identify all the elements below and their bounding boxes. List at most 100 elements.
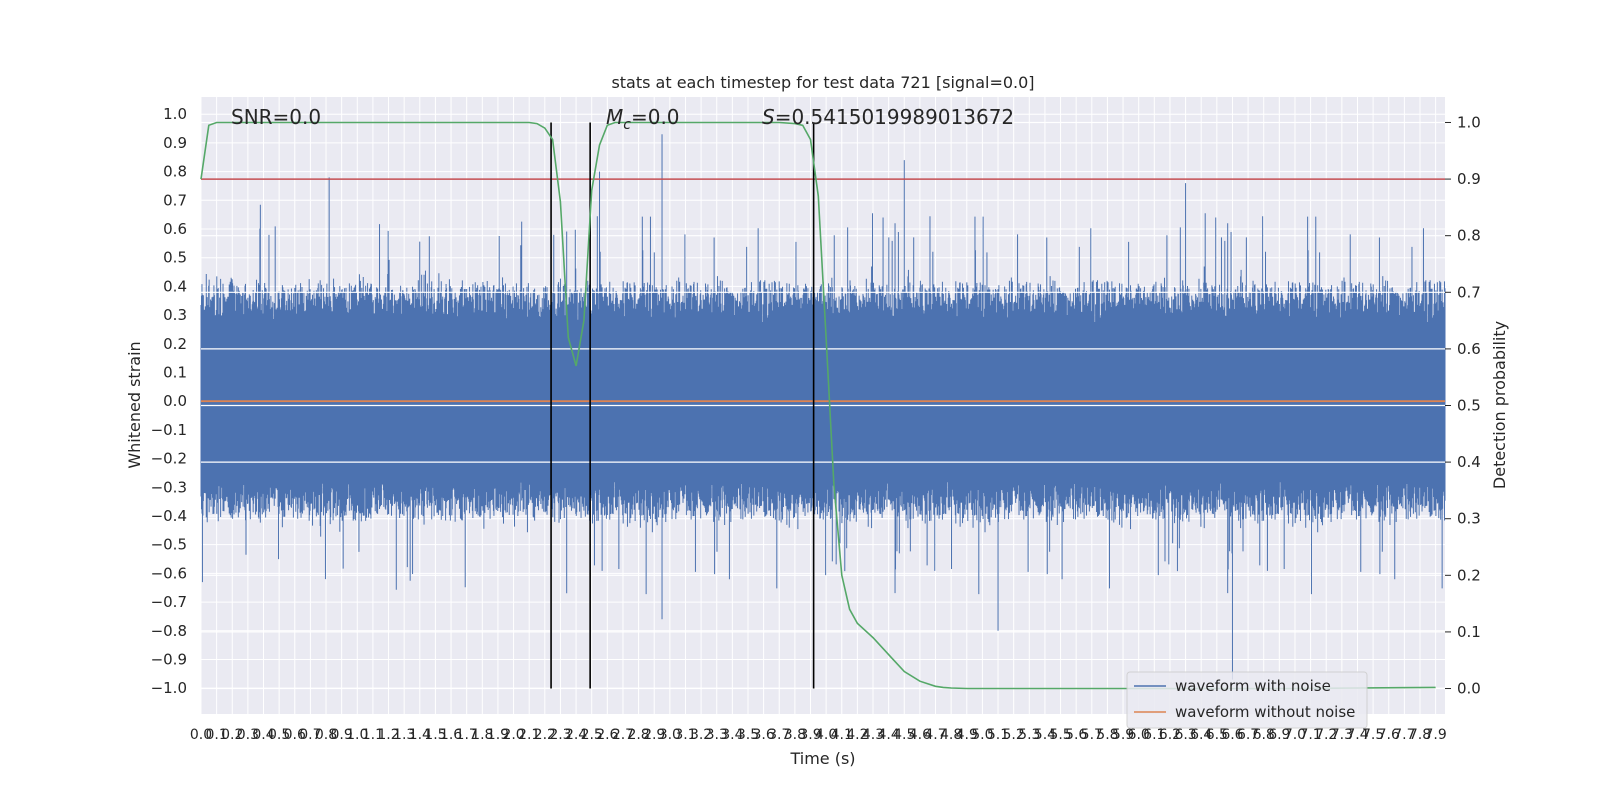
y-tick-label: 0.8	[163, 163, 187, 181]
x-tick-label: 5.9	[1112, 727, 1134, 743]
legend-frame	[1126, 671, 1368, 729]
x-tick-label: 0.1	[205, 727, 227, 743]
x-tick-label: 5.4	[1034, 727, 1056, 743]
y2-tick-label: 0.1	[1457, 623, 1481, 641]
x-tick-label: 0.6	[284, 727, 306, 743]
x-tick-label: 7.3	[1331, 727, 1353, 743]
chirp-mass-annotation: Mc=0.0	[606, 105, 680, 133]
x-tick-label: 1.0	[346, 727, 368, 743]
x-tick-label: 0.7	[299, 727, 321, 743]
x-tick-labels: 0.00.10.20.30.40.50.60.70.80.91.01.11.21…	[190, 727, 1447, 743]
x-tick-label: 4.3	[862, 727, 884, 743]
x-tick-label: 7.7	[1393, 727, 1415, 743]
x-tick-label: 3.5	[737, 727, 759, 743]
x-tick-label: 4.9	[956, 727, 978, 743]
x-tick-label: 1.9	[487, 727, 509, 743]
x-tick-label: 2.4	[565, 727, 587, 743]
y-tick-label: −0.4	[151, 507, 187, 525]
x-tick-label: 2.6	[596, 727, 618, 743]
y2-tick-label: 0.6	[1457, 340, 1481, 358]
y-tick-label: −0.3	[151, 478, 187, 496]
chart-title: stats at each timestep for test data 721…	[611, 73, 1034, 92]
x-tick-label: 6.7	[1237, 727, 1259, 743]
legend-label-clean: waveform without noise	[1175, 703, 1355, 721]
y-tick-label: 0.0	[163, 392, 187, 410]
x-tick-label: 1.8	[471, 727, 493, 743]
x-tick-label: 7.9	[1424, 727, 1446, 743]
y-tick-label: −1.0	[151, 679, 187, 697]
x-tick-label: 1.4	[409, 727, 431, 743]
x-tick-label: 0.4	[252, 727, 274, 743]
x-tick-label: 0.9	[331, 727, 353, 743]
legend-label-noise: waveform with noise	[1175, 677, 1331, 695]
x-tick-label: 7.1	[1299, 727, 1321, 743]
y2-axis-label: Detection probability	[1490, 321, 1509, 489]
overlay-layer	[200, 121, 1445, 690]
y-tick-label: 0.6	[163, 220, 187, 238]
x-tick-label: 3.4	[721, 727, 743, 743]
x-tick-label: 1.1	[362, 727, 384, 743]
x-tick-label: 6.9	[1268, 727, 1290, 743]
x-tick-label: 1.6	[440, 727, 462, 743]
x-tick-label: 6.8	[1253, 727, 1275, 743]
x-axis-label: Time (s)	[789, 749, 855, 768]
x-tick-label: 4.0	[815, 727, 837, 743]
x-tick-label: 2.1	[518, 727, 540, 743]
y2-tick-label: 0.0	[1457, 680, 1481, 698]
y-tick-label: 1.0	[163, 105, 187, 123]
x-tick-label: 5.6	[1065, 727, 1087, 743]
x-tick-label: 5.5	[1049, 727, 1071, 743]
y-tick-label: 0.5	[163, 249, 187, 267]
x-tick-label: 3.8	[784, 727, 806, 743]
x-tick-label: 2.8	[627, 727, 649, 743]
x-tick-label: 6.0	[1128, 727, 1150, 743]
y2-tick-labels: 1.0 0.9 0.8 0.7 0.6 0.5 0.4 0.3 0.2 0.1 0.0	[1445, 113, 1481, 698]
x-tick-label: 0.3	[237, 727, 259, 743]
y-tick-label: −0.6	[151, 564, 187, 582]
y-tick-label: 0.3	[163, 306, 187, 324]
x-tick-label: 5.3	[1018, 727, 1040, 743]
x-tick-label: 0.0	[190, 727, 212, 743]
y-tick-label: 0.2	[163, 335, 187, 353]
detection-probability-series	[200, 121, 1436, 690]
y-tick-label: −0.5	[151, 536, 187, 554]
x-tick-label: 4.4	[878, 727, 900, 743]
x-tick-label: 6.4	[1190, 727, 1212, 743]
y2-tick-label: 0.7	[1457, 283, 1481, 301]
y2-tick-label: 0.8	[1457, 227, 1481, 245]
x-tick-label: 1.5	[424, 727, 446, 743]
x-tick-label: 2.9	[643, 727, 665, 743]
y2-tick-label: 0.3	[1457, 510, 1481, 528]
x-tick-label: 2.5	[581, 727, 603, 743]
x-tick-label: 5.1	[987, 727, 1009, 743]
x-tick-label: 4.1	[831, 727, 853, 743]
x-tick-label: 0.8	[315, 727, 337, 743]
x-tick-label: 3.2	[690, 727, 712, 743]
x-tick-label: 0.2	[221, 727, 243, 743]
x-tick-label: 4.7	[924, 727, 946, 743]
x-tick-label: 7.5	[1362, 727, 1384, 743]
y-tick-label: 0.1	[163, 363, 187, 381]
x-tick-label: 3.9	[799, 727, 821, 743]
y-tick-label: −0.1	[151, 421, 187, 439]
x-tick-label: 3.3	[706, 727, 728, 743]
x-tick-label: 4.5	[893, 727, 915, 743]
x-tick-label: 5.7	[1081, 727, 1103, 743]
x-tick-label: 5.2	[1003, 727, 1025, 743]
y-tick-label: 0.9	[163, 134, 187, 152]
x-tick-label: 2.3	[549, 727, 571, 743]
x-tick-label: 1.3	[393, 727, 415, 743]
x-tick-label: 7.2	[1315, 727, 1337, 743]
y-tick-label: −0.9	[151, 650, 187, 668]
y-tick-label: 0.7	[163, 191, 187, 209]
x-tick-label: 7.0	[1284, 727, 1306, 743]
x-tick-label: 3.0	[659, 727, 681, 743]
x-tick-label: 2.0	[502, 727, 524, 743]
x-tick-label: 4.8	[940, 727, 962, 743]
y-tick-label: −0.2	[151, 450, 187, 468]
x-tick-label: 2.2	[534, 727, 556, 743]
x-tick-label: 6.5	[1206, 727, 1228, 743]
y2-tick-label: 0.4	[1457, 453, 1481, 471]
x-tick-label: 0.5	[268, 727, 290, 743]
